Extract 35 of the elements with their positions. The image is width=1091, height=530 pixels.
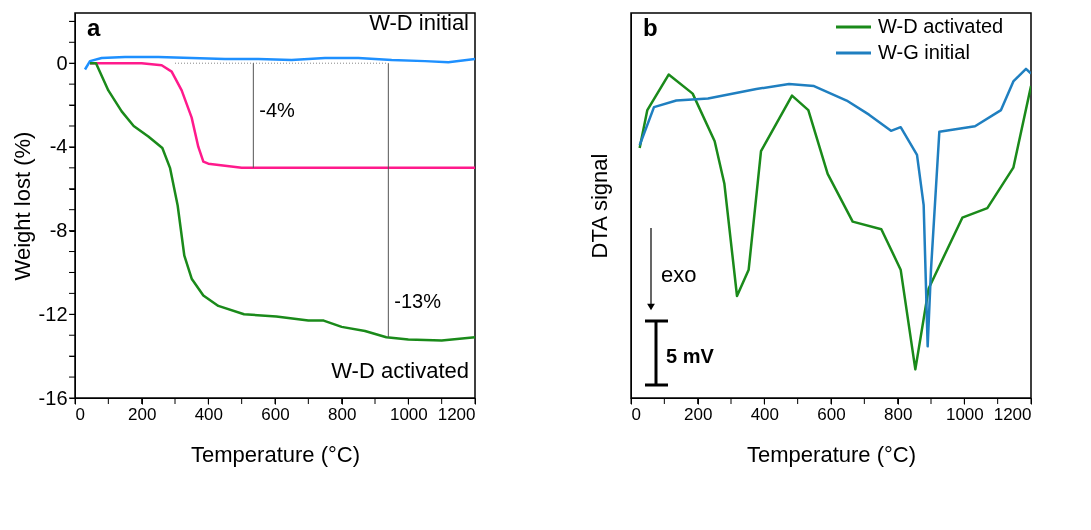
text: b xyxy=(643,14,658,41)
x-axis-title: Temperature (°C) xyxy=(191,441,360,467)
annotation: a xyxy=(87,14,101,41)
annotation: 5 mV xyxy=(666,345,715,367)
annotation: -4% xyxy=(259,99,296,122)
line-series xyxy=(88,61,475,342)
x-tick-label: 600 xyxy=(261,404,290,424)
y-tick-label: -16 xyxy=(38,386,68,409)
x-tick-label: 0 xyxy=(75,404,85,424)
x-tick-label: 600 xyxy=(817,404,846,424)
x-tick-label: 200 xyxy=(683,404,713,424)
y-axis-title: Weight lost (%) xyxy=(9,131,35,281)
x-tick-label: 1200 xyxy=(993,404,1032,424)
x-tick-label: 1200 xyxy=(437,404,476,424)
y-axis-title: DTA signal xyxy=(586,153,612,259)
x-tick-label: 800 xyxy=(883,404,913,424)
y-tick-label: -12 xyxy=(38,302,68,325)
y-tick-label: 0 xyxy=(56,51,68,74)
x-tick-label: 800 xyxy=(327,404,357,424)
legend-label: W-D activated xyxy=(878,15,1004,37)
x-tick-label: 1000 xyxy=(945,404,984,424)
x-tick-label: 200 xyxy=(127,404,157,424)
line-series xyxy=(83,55,475,71)
x-axis-title: Temperature (°C) xyxy=(747,441,916,467)
x-tick-label: 400 xyxy=(750,404,780,424)
x-tick-label: 0 xyxy=(631,404,641,424)
series-label: W-D initial xyxy=(369,10,469,36)
annotation: -13% xyxy=(394,289,442,312)
y-tick-label: -8 xyxy=(49,219,68,242)
legend-label: W-G initial xyxy=(878,41,970,63)
x-tick-label: 1000 xyxy=(389,404,428,424)
series-label: W-D activated xyxy=(331,358,469,384)
y-tick-label: -4 xyxy=(49,135,68,158)
annotation: exo xyxy=(661,262,697,287)
x-tick-label: 400 xyxy=(194,404,224,424)
